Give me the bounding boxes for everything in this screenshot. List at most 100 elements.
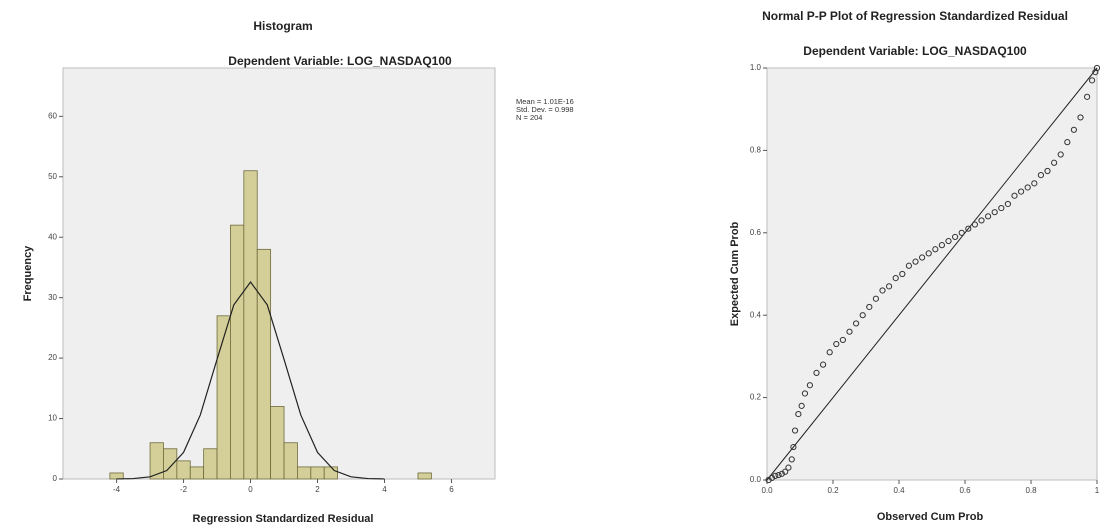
y-tick-label: 40 <box>48 232 57 241</box>
bar <box>230 224 245 480</box>
point <box>791 427 799 434</box>
point <box>991 209 998 216</box>
chart-subtitle: Dependent Variable: LOG_NASDAQ100 <box>228 54 452 68</box>
y-axis-label: Frequency <box>22 245 34 302</box>
point <box>820 361 827 368</box>
point <box>919 254 926 261</box>
bar <box>256 248 272 480</box>
y-tick-label: 50 <box>48 172 57 181</box>
point <box>795 410 802 418</box>
point <box>866 303 873 311</box>
point <box>892 275 899 282</box>
bar <box>203 448 218 480</box>
y-axis-label: Expected Cum Prob <box>729 221 741 326</box>
y-tick-label: 1.0 <box>750 63 762 72</box>
y-tick-label: 20 <box>48 353 57 362</box>
x-tick-label: -2 <box>180 485 188 494</box>
point <box>1088 77 1096 84</box>
point <box>772 472 779 479</box>
x-tick-label: 0.8 <box>1025 486 1037 495</box>
point <box>886 283 893 290</box>
reference-line <box>766 67 1098 481</box>
point <box>1011 192 1018 199</box>
point <box>1024 184 1031 191</box>
bar <box>270 406 285 480</box>
x-tick-label: 2 <box>315 485 320 494</box>
point <box>1077 114 1084 121</box>
point <box>1070 126 1078 133</box>
point <box>785 464 792 471</box>
stat-annotation: Std. Dev. = 0.998 <box>516 105 574 114</box>
point <box>1051 159 1058 166</box>
stat-annotation: Mean = 1.01E-16 <box>516 97 574 106</box>
bar <box>310 466 325 480</box>
x-tick-label: 0 <box>248 485 253 494</box>
y-tick-label: 30 <box>48 293 57 302</box>
point <box>945 237 952 245</box>
chart-subtitle: Dependent Variable: LOG_NASDAQ100 <box>803 44 1027 58</box>
point <box>1004 200 1012 208</box>
point <box>859 312 866 319</box>
x-axis-label: Observed Cum Prob <box>877 511 984 523</box>
point <box>1044 167 1051 175</box>
point <box>912 258 919 265</box>
point <box>938 242 946 249</box>
point <box>971 221 979 228</box>
y-tick-label: 0.2 <box>750 393 762 402</box>
point <box>1031 180 1038 187</box>
y-tick-label: 0.0 <box>750 475 762 484</box>
bar <box>297 466 312 480</box>
x-tick-label: 0.6 <box>959 486 971 495</box>
point <box>1018 188 1025 195</box>
x-tick-label: 0.0 <box>761 486 773 495</box>
y-tick-label: 60 <box>48 111 57 120</box>
y-tick-label: 0.6 <box>750 228 762 237</box>
point <box>905 262 913 269</box>
point <box>998 204 1005 212</box>
point <box>1084 93 1091 100</box>
point <box>790 443 797 451</box>
point <box>965 225 972 232</box>
point <box>1057 151 1064 158</box>
point <box>932 246 939 253</box>
y-tick-label: 0.8 <box>750 146 762 155</box>
point <box>958 229 965 236</box>
point <box>1037 172 1045 179</box>
point <box>833 340 840 348</box>
stat-annotation: N = 204 <box>516 113 542 122</box>
bar <box>189 466 205 480</box>
point <box>1064 139 1071 146</box>
chart-title: Histogram <box>253 19 312 33</box>
bar <box>149 442 164 480</box>
bar <box>216 315 231 480</box>
x-tick-label: 4 <box>382 485 387 494</box>
point <box>839 336 847 344</box>
point <box>985 213 992 220</box>
point <box>806 382 814 389</box>
y-tick-label: 0 <box>53 474 58 483</box>
point <box>925 250 932 257</box>
bar <box>163 448 178 480</box>
point <box>853 320 860 327</box>
x-tick-label: 6 <box>449 485 454 494</box>
point <box>788 456 795 463</box>
point <box>801 390 809 397</box>
point <box>952 233 959 241</box>
x-tick-label: 0.4 <box>893 486 905 495</box>
bar <box>323 466 339 480</box>
y-tick-label: 0.4 <box>750 310 762 319</box>
point <box>798 402 805 409</box>
bar <box>283 442 298 480</box>
y-tick-label: 10 <box>48 414 57 423</box>
point <box>826 349 833 356</box>
x-tick-label: -4 <box>113 485 121 494</box>
point <box>899 270 906 278</box>
point <box>813 369 820 376</box>
normal-curve <box>116 280 385 480</box>
point <box>846 328 853 335</box>
bar <box>417 472 432 480</box>
x-axis-label: Regression Standardized Residual <box>193 513 374 525</box>
x-tick-label: 1 <box>1095 486 1100 495</box>
x-tick-label: 0.2 <box>827 486 839 495</box>
